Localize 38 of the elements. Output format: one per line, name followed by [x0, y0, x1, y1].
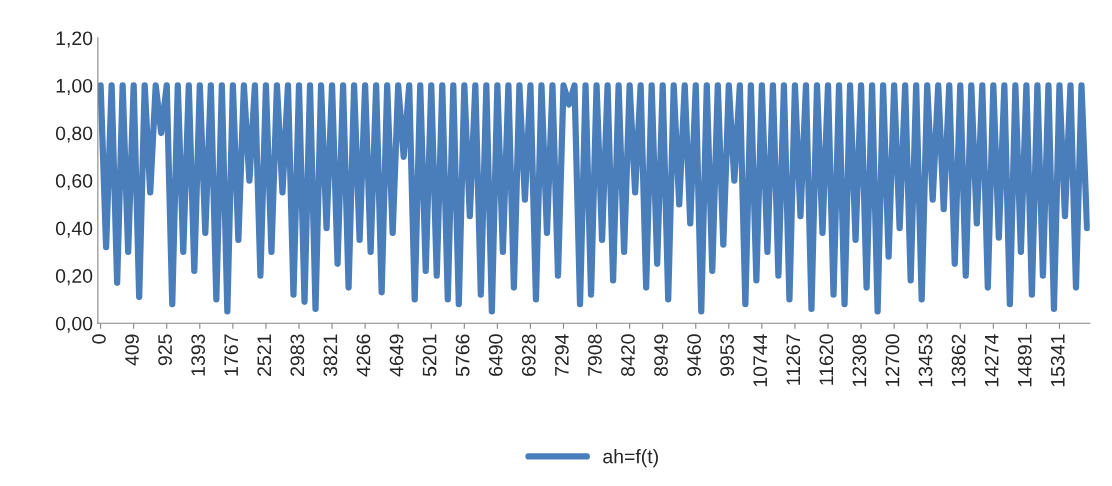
x-tick-label: 1393: [191, 334, 206, 376]
x-tick-label: 6928: [521, 334, 536, 376]
x-tick-label: 5766: [455, 334, 470, 377]
x-tick-label: 9953: [720, 334, 735, 376]
x-tick-label: 2521: [257, 334, 272, 376]
y-tick-label: 0,00: [55, 316, 93, 333]
x-tick-label: 11620: [819, 334, 834, 385]
x-tick-label: 14274: [984, 334, 999, 387]
x-tick-label: 2983: [290, 334, 305, 376]
y-tick-label: 0,40: [55, 221, 93, 238]
x-tick-label: 12308: [852, 334, 867, 387]
x-tick-label: 4649: [389, 334, 404, 377]
x-tick-label: 5201: [422, 334, 437, 377]
x-tick-label: 3821: [323, 334, 338, 377]
x-tick-label: 13862: [951, 334, 966, 387]
y-tick-label: 0,20: [55, 269, 93, 286]
y-tick-label: 1,00: [56, 78, 93, 95]
x-tick-label: 10744: [753, 334, 768, 387]
x-tick-label: 8420: [621, 334, 635, 377]
x-tick-label: 925: [158, 334, 172, 366]
x-tick-label: 7908: [588, 334, 602, 376]
x-tick-label: 8949: [654, 334, 668, 377]
x-tick-label: 15341: [1050, 334, 1065, 387]
x-tick-label: 4266: [356, 334, 371, 377]
x-tick-label: 7294: [554, 334, 569, 376]
y-tick-label: 0,60: [55, 174, 93, 191]
x-tick-label: 6490: [488, 334, 503, 376]
x-tick-label: 13453: [918, 334, 933, 387]
y-tick-label: 0,80: [55, 126, 93, 143]
x-tick-label: 9460: [687, 334, 701, 376]
legend-label: ah=f(t): [603, 449, 658, 468]
x-tick-label: 409: [125, 334, 139, 366]
x-tick-label: 14891: [1017, 334, 1032, 387]
y-tick-label: 1,20: [56, 31, 93, 48]
x-tick-label: 0: [92, 334, 106, 344]
x-tick-label: 12700: [885, 334, 900, 387]
x-tick-label: 1767: [224, 334, 239, 376]
x-tick-label: 11267: [786, 334, 801, 385]
